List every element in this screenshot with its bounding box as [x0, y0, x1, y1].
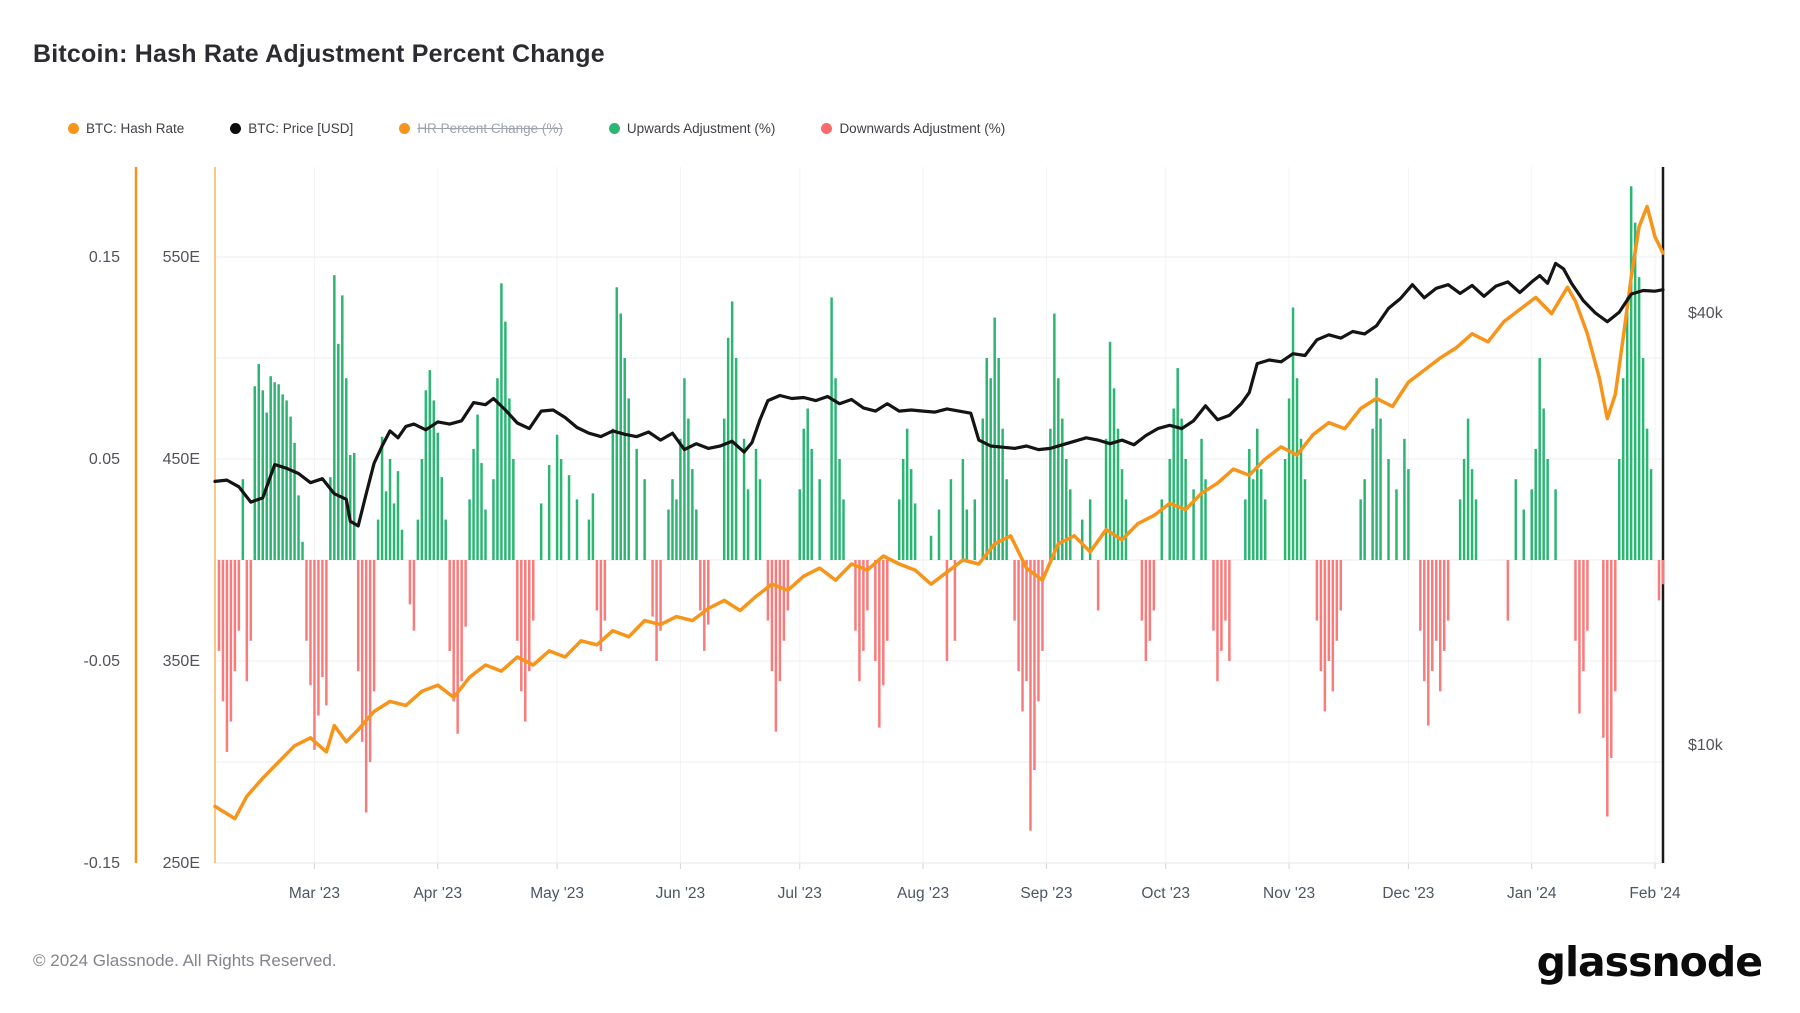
- hashrate-tick-label: 250E: [163, 855, 200, 872]
- legend-item-3[interactable]: Upwards Adjustment (%): [608, 121, 776, 136]
- legend-item-label: BTC: Price [USD]: [248, 121, 354, 136]
- chart-legend: BTC: Hash Rate BTC: Price [USD] HR Percent…: [68, 121, 1005, 136]
- legend-item-label: Downwards Adjustment (%): [839, 121, 1006, 136]
- legend-dot-icon: [68, 123, 79, 134]
- price-line: [213, 261, 1665, 528]
- percent-tick-label: -0.15: [84, 855, 121, 872]
- chart-area: Mar '23 Apr '23 May '23 Jun '23 Jul '23 Aug '…: [0, 0, 1800, 920]
- x-tick-label: Feb '24: [1629, 885, 1681, 902]
- x-tick-label: May '23: [530, 885, 584, 902]
- copyright-text: © 2024 Glassnode. All Rights Reserved.: [33, 951, 337, 970]
- x-tick-label: Dec '23: [1382, 885, 1434, 902]
- legend-dot-icon: [399, 123, 411, 134]
- hashrate-tick-label: 450E: [163, 451, 200, 468]
- legend-item-2[interactable]: HR Percent Change (%): [399, 121, 563, 136]
- x-tick-label: Jul '23: [778, 885, 822, 902]
- legend-item-4[interactable]: Downwards Adjustment (%): [821, 121, 1005, 136]
- x-axis-labels: Mar '23 Apr '23 May '23 Jun '23 Jul '23 Aug '…: [289, 885, 1681, 902]
- legend-dot-icon: [821, 123, 833, 134]
- legend-dot-icon: [230, 123, 242, 134]
- x-tick-label: Mar '23: [289, 885, 340, 902]
- downwards-adjustment-bars: [217, 560, 1665, 831]
- page-title: Bitcoin: Hash Rate Adjustment Percent Ch…: [33, 40, 605, 68]
- x-tick-label: Oct '23: [1141, 885, 1190, 902]
- hashrate-tick-label: 550E: [163, 249, 200, 266]
- x-tick-label: Aug '23: [897, 885, 949, 902]
- upwards-adjustment-bars: [241, 186, 1653, 561]
- legend-item-0[interactable]: BTC: Hash Rate: [68, 121, 184, 136]
- legend-item-label: BTC: Hash Rate: [86, 121, 185, 136]
- x-tick-label: Jun '23: [656, 885, 706, 902]
- percent-tick-label: 0.15: [89, 249, 120, 266]
- x-tick-label: Jan '24: [1507, 885, 1557, 902]
- x-tick-label: Apr '23: [413, 885, 462, 902]
- price-tick-label: $10k: [1688, 737, 1724, 754]
- x-tick-label: Nov '23: [1263, 885, 1315, 902]
- legend-item-label: Upwards Adjustment (%): [626, 121, 776, 136]
- legend-item-1[interactable]: BTC: Price [USD]: [230, 121, 353, 136]
- y-axis-labels: 0.15 0.05 -0.05 -0.15 550E 450E 350E 250E $40k $1…: [84, 249, 1724, 872]
- legend-dot-icon: [608, 123, 620, 134]
- x-tick-label: Sep '23: [1020, 885, 1072, 902]
- legend-item-label: HR Percent Change (%): [417, 121, 563, 136]
- percent-tick-label: -0.05: [84, 653, 121, 670]
- glassnode-logo: glassnode: [1536, 938, 1763, 986]
- horizontal-gridlines: [215, 256, 1663, 864]
- chart-canvas[interactable]: Mar '23 Apr '23 May '23 Jun '23 Jul '23 Aug '…: [0, 0, 1800, 920]
- month-gridlines: [313, 167, 1656, 869]
- percent-tick-label: 0.05: [89, 451, 120, 468]
- hashrate-tick-label: 350E: [163, 653, 200, 670]
- hash-rate-line: [213, 204, 1665, 821]
- price-tick-label: $40k: [1688, 305, 1724, 322]
